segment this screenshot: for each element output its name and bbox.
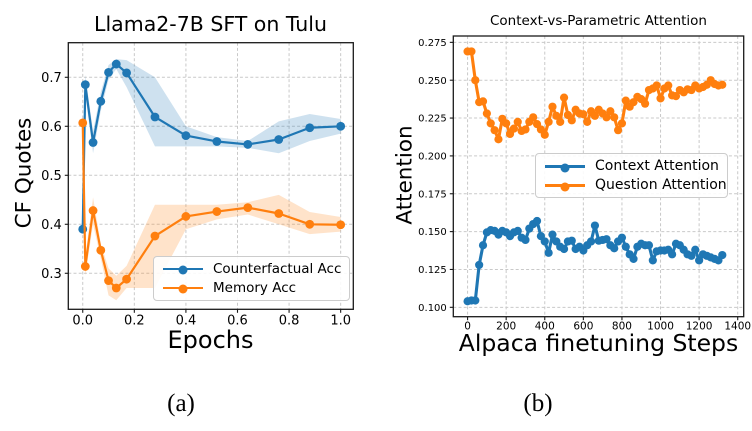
svg-text:0.3: 0.3 xyxy=(41,267,62,282)
legend-label: Question Attention xyxy=(595,177,727,193)
legend-item-memory: Memory Acc xyxy=(163,280,339,296)
legend-label: Counterfactual Acc xyxy=(213,261,342,277)
chart-a-xlabel: Epochs xyxy=(167,326,254,354)
svg-text:0: 0 xyxy=(464,321,471,333)
svg-text:0.4: 0.4 xyxy=(41,218,62,233)
line-marker-swatch-orange-icon xyxy=(545,182,585,191)
line-marker-swatch-blue-icon xyxy=(545,163,585,172)
svg-text:0.8: 0.8 xyxy=(279,313,300,328)
chart-a-ylabel: CF Quotes xyxy=(11,117,37,229)
legend-item-question: Question Attention xyxy=(545,177,727,193)
chart-a-title: Llama2-7B SFT on Tulu xyxy=(94,12,327,36)
chart-b-legend: Context Attention Question Attention xyxy=(535,153,728,198)
svg-text:1400: 1400 xyxy=(724,321,751,333)
svg-text:1.0: 1.0 xyxy=(330,313,351,328)
svg-text:600: 600 xyxy=(573,321,593,333)
legend-label: Memory Acc xyxy=(213,280,297,296)
svg-text:800: 800 xyxy=(612,321,632,333)
chart-b-title: Context-vs-Parametric Attention xyxy=(490,13,707,29)
svg-text:0.125: 0.125 xyxy=(418,265,447,276)
svg-text:0.7: 0.7 xyxy=(41,71,62,86)
svg-text:400: 400 xyxy=(535,321,555,333)
svg-text:1000: 1000 xyxy=(647,321,674,333)
svg-text:0.225: 0.225 xyxy=(418,114,447,125)
svg-text:0.150: 0.150 xyxy=(418,227,447,238)
legend-label: Context Attention xyxy=(595,158,719,174)
caption-a: (a) xyxy=(167,390,195,417)
svg-text:0.100: 0.100 xyxy=(418,303,447,314)
svg-text:0.2: 0.2 xyxy=(124,313,145,328)
chart-a-legend: Counterfactual Acc Memory Acc xyxy=(153,256,350,301)
svg-text:0.5: 0.5 xyxy=(41,169,62,184)
chart-b-ylabel: Attention xyxy=(392,125,418,225)
svg-text:0.0: 0.0 xyxy=(72,313,93,328)
legend-item-counterfactual: Counterfactual Acc xyxy=(163,261,342,277)
chart-b-xlabel: Alpaca finetuning Steps xyxy=(458,329,739,357)
line-marker-swatch-blue-icon xyxy=(163,265,203,275)
svg-text:200: 200 xyxy=(496,321,516,333)
svg-text:0.4: 0.4 xyxy=(176,313,197,328)
svg-text:0.200: 0.200 xyxy=(418,152,447,163)
svg-text:0.6: 0.6 xyxy=(227,313,248,328)
svg-text:0.250: 0.250 xyxy=(418,76,447,87)
caption-b: (b) xyxy=(523,390,553,417)
svg-text:0.6: 0.6 xyxy=(41,120,62,135)
svg-text:1200: 1200 xyxy=(686,321,713,333)
svg-text:0.175: 0.175 xyxy=(418,189,447,200)
svg-text:0.275: 0.275 xyxy=(418,38,447,49)
legend-item-context: Context Attention xyxy=(545,158,719,174)
line-marker-swatch-orange-icon xyxy=(163,284,203,294)
